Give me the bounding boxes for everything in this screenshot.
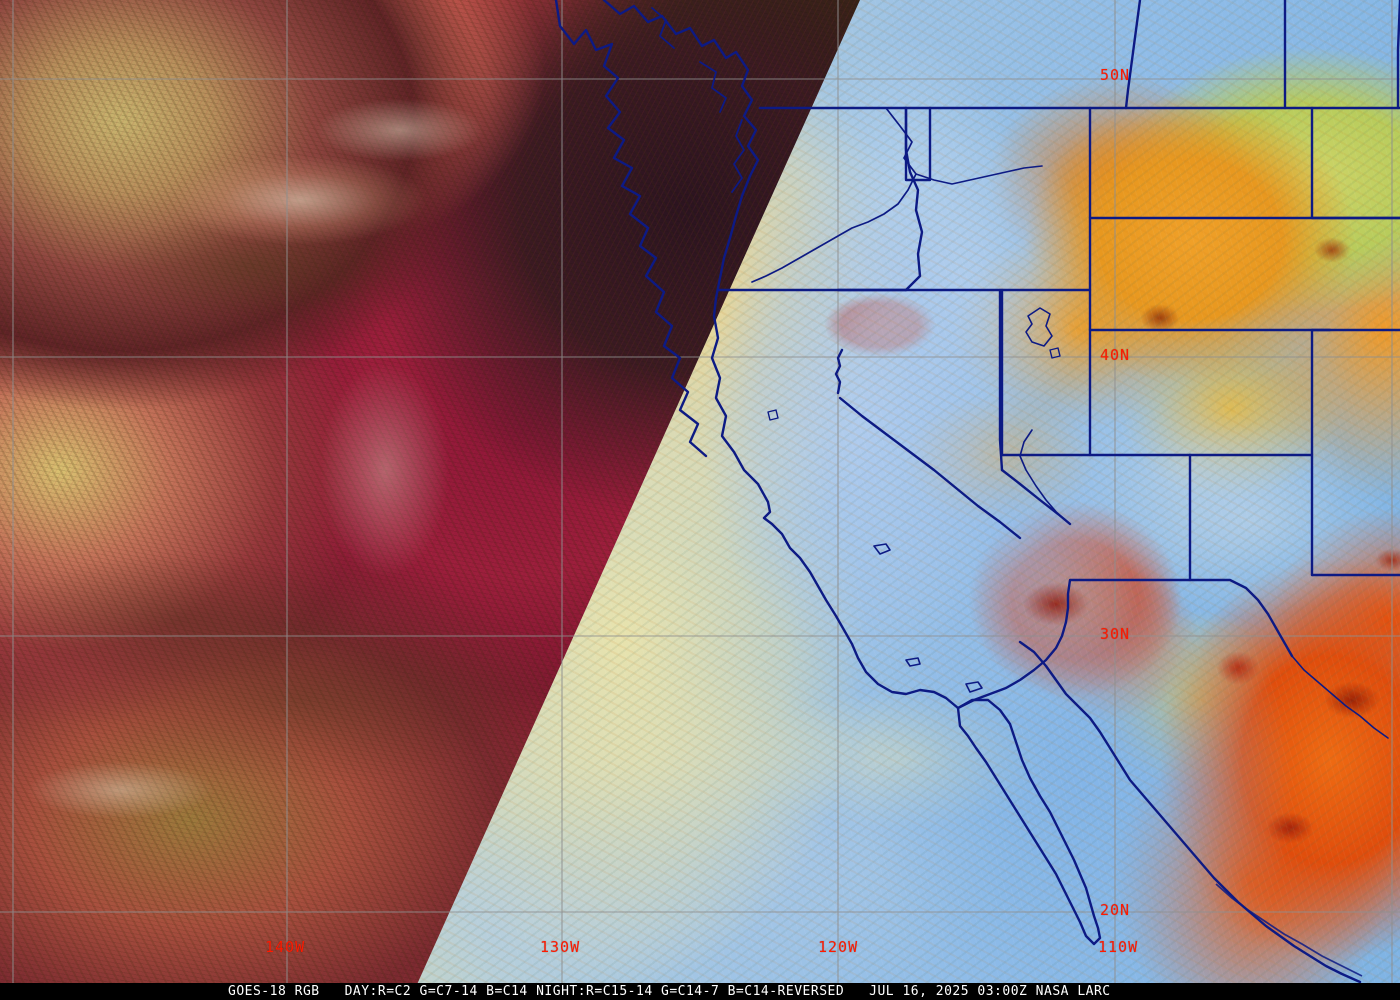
river-colorado	[1019, 429, 1071, 525]
mexico-terrain-edges	[1215, 883, 1363, 977]
lon-label-110w: 110W	[1098, 938, 1139, 956]
caption-text: GOES-18 RGB DAY:R=C2 G=C7-14 B=C14 NIGHT…	[228, 984, 1111, 999]
river-snake	[915, 165, 1043, 185]
lake-utah	[1049, 347, 1061, 359]
border-wyoming-dakota-nebraska	[1310, 216, 1400, 332]
island-channel-1	[873, 543, 891, 555]
coastline-baja-california	[956, 698, 1102, 946]
lon-label-130w: 130W	[540, 938, 581, 956]
coastline-california	[710, 314, 960, 710]
island-channel-2	[905, 657, 921, 667]
border-us-mexico	[956, 578, 1294, 710]
lake-great-salt	[1025, 307, 1053, 347]
river-rio-grande	[1291, 655, 1389, 739]
coastline-mexico-south	[1215, 883, 1363, 977]
inlet-fraser	[699, 61, 727, 113]
lake-tahoe	[767, 409, 779, 421]
border-oregon-idaho-washington	[904, 106, 924, 292]
border-washington-idaho	[904, 106, 932, 182]
lat-label-30n: 30N	[1100, 625, 1131, 643]
lat-label-40n: 40N	[1100, 346, 1131, 364]
coastline-vancouver-island	[602, 0, 760, 178]
lon-label-140w: 140W	[265, 938, 306, 956]
political-boundaries	[554, 0, 1400, 984]
coastline-washington-oregon	[712, 174, 752, 318]
border-nevada-utah	[998, 288, 1004, 472]
island-channel-3	[965, 681, 983, 693]
border-california-nevada	[834, 348, 1022, 540]
border-bc-alberta	[1124, 0, 1142, 110]
caption-bar: GOES-18 RGB DAY:R=C2 G=C7-14 B=C14 NIGHT…	[0, 983, 1400, 1000]
lat-label-50n: 50N	[1100, 66, 1131, 84]
border-saskatchewan-manitoba	[1396, 0, 1400, 110]
coastline-british-columbia	[554, 0, 708, 458]
lon-label-120w: 120W	[818, 938, 859, 956]
lat-label-20n: 20N	[1100, 901, 1131, 919]
inlet-puget-sound	[731, 119, 745, 193]
inlet-queen-charlotte	[651, 7, 675, 49]
coastline-gulf-of-california	[1018, 640, 1362, 984]
river-columbia	[751, 107, 917, 283]
